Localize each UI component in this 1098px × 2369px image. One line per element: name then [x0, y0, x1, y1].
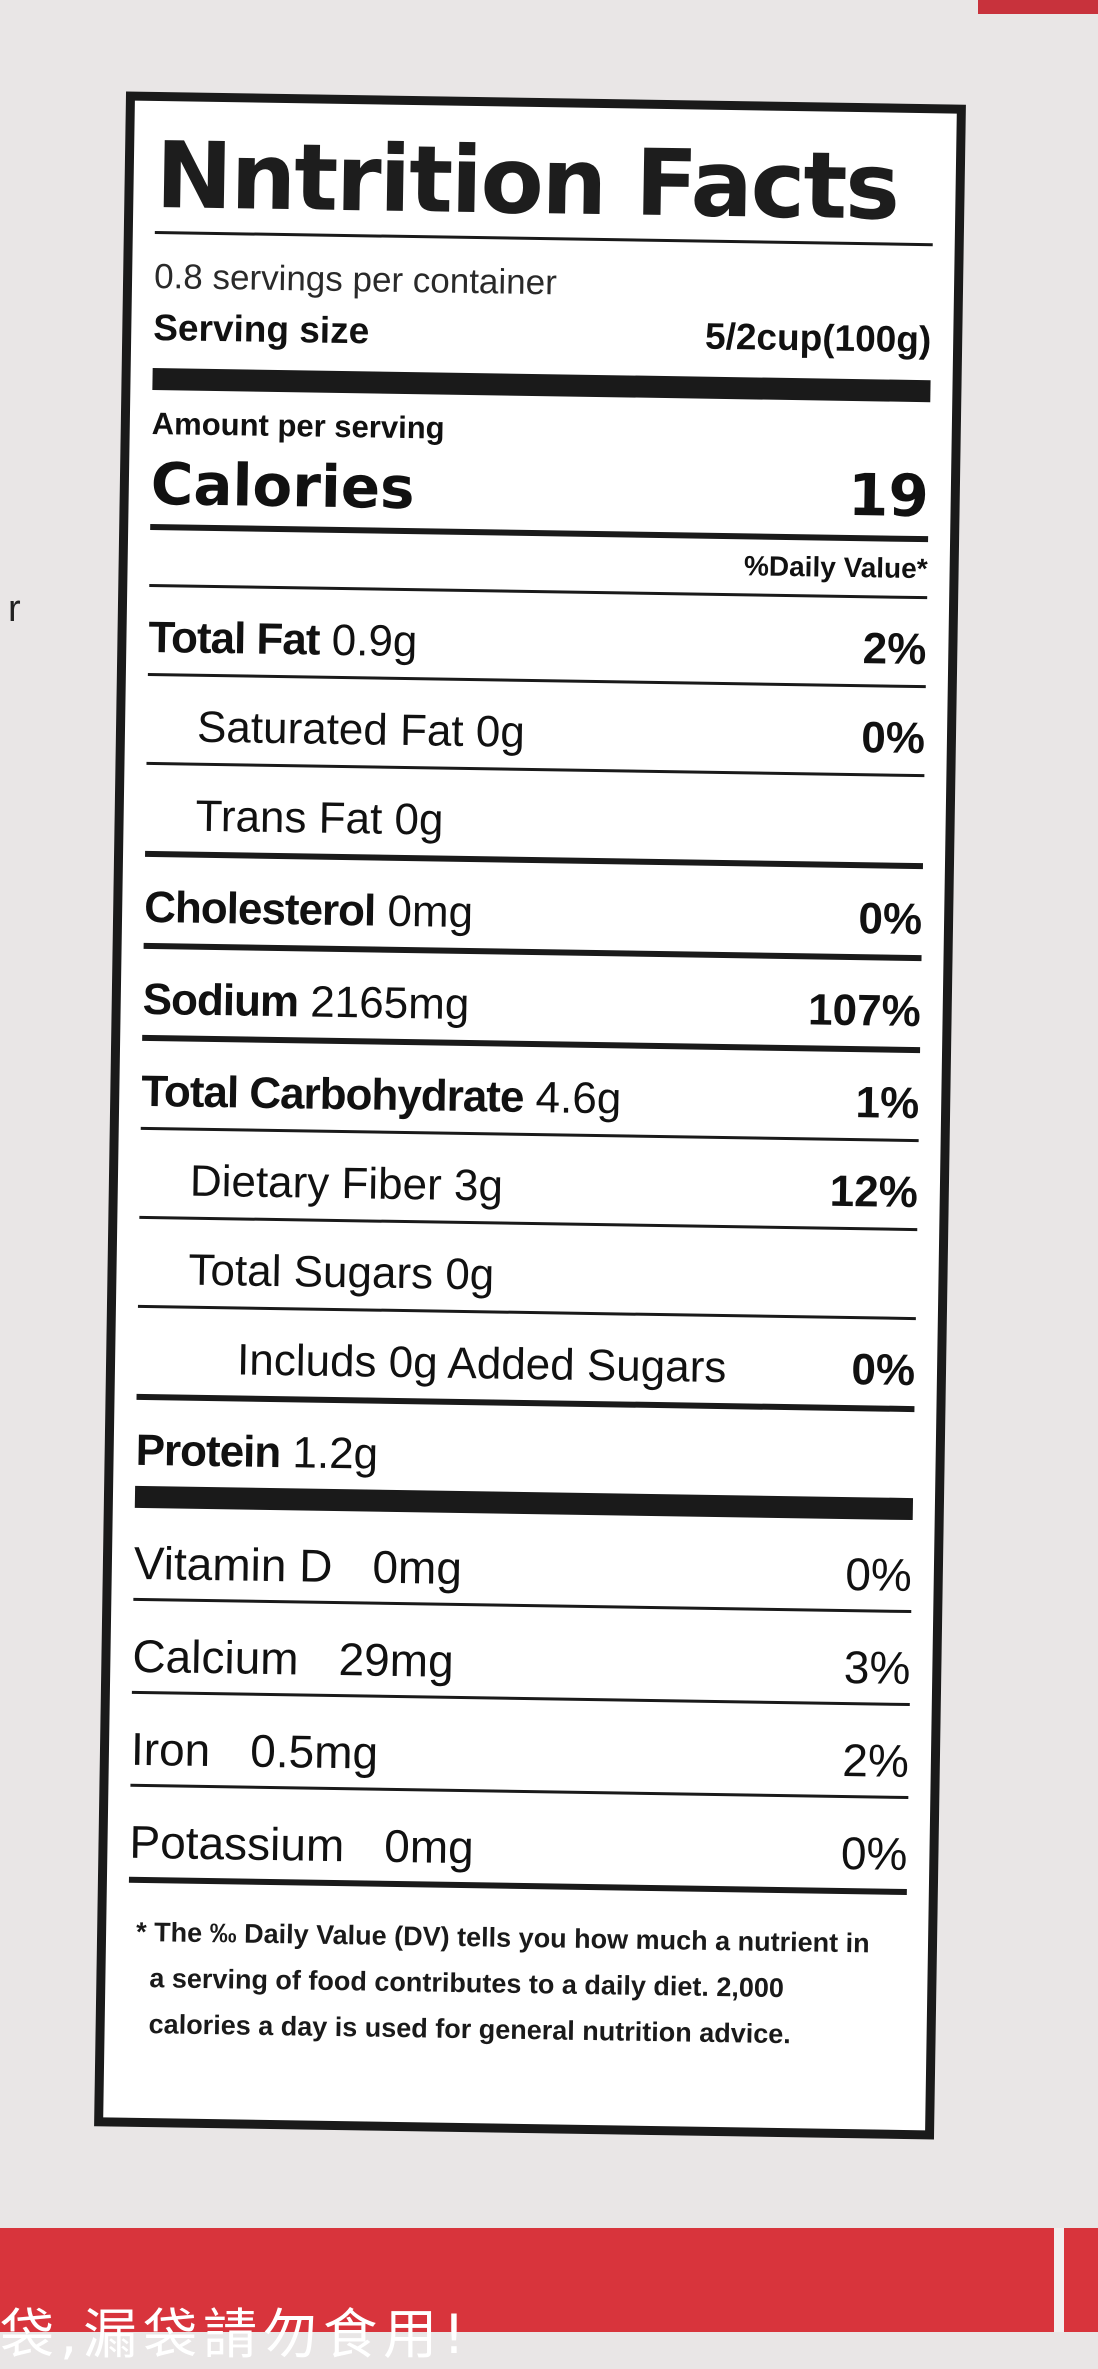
nutrient-label: Saturated Fat 0g [197, 703, 526, 758]
vitamin-label: Potassium 0mg [129, 1815, 474, 1874]
nutrient-amount: 0.9g [331, 615, 418, 667]
nutrient-dv: 0% [860, 713, 926, 764]
vitamin-label: Iron 0.5mg [131, 1722, 379, 1780]
vitamin-amount: 29mg [338, 1633, 455, 1687]
vitamin-row-vitamin-d: Vitamin D 0mg 0% [133, 1508, 913, 1610]
nutrient-name: Saturated Fat [196, 702, 465, 756]
nutrient-label: Total Fat 0.9g [148, 613, 418, 667]
vitamin-amount: 0.5mg [249, 1724, 379, 1779]
nutrient-label: Protein 1.2g [135, 1426, 378, 1480]
calories-value: 19 [847, 460, 930, 531]
vitamin-dv: 0% [840, 1826, 908, 1881]
nutrient-amount: 4.6g [535, 1073, 622, 1124]
nutrient-name: Total Sugars [188, 1245, 434, 1299]
nutrient-name: Cholesterol [143, 882, 376, 936]
nutrient-label: Includs 0g Added Sugars [237, 1335, 727, 1393]
nutrient-dv: 1% [855, 1078, 920, 1129]
nutrient-label: Trans Fat 0g [195, 792, 444, 846]
nutrient-dv: 0% [858, 894, 923, 945]
nutrient-row-dietary-fiber: Dietary Fiber 3g 12% [139, 1130, 919, 1228]
vitamin-name: Potassium [129, 1815, 345, 1872]
nutrient-dv: 12% [829, 1166, 919, 1218]
nutrition-facts-label: Nntrition Facts 0.8 servings per contain… [94, 91, 966, 2140]
nutrient-amount: 3g [453, 1160, 504, 1211]
nutrient-label: Total Carbohydrate 4.6g [141, 1067, 622, 1125]
nutrient-name: Includs [236, 1335, 377, 1387]
footnote: * The ‰ Daily Value (DV) tells you how m… [126, 1883, 906, 2059]
nutrient-name: Trans Fat [195, 791, 383, 844]
vitamin-dv: 2% [842, 1733, 910, 1788]
bottom-red-banner [0, 2228, 1098, 2332]
nutrient-row-sodium: Sodium 2165mg 107% [142, 949, 921, 1047]
vitamin-amount: 0mg [383, 1819, 475, 1874]
nutrient-amount: 0mg [387, 886, 474, 938]
nutrient-amount: 2165mg [309, 977, 470, 1030]
nutrient-amount: 1.2g [292, 1428, 379, 1479]
serving-size-row: Serving size 5/2cup(100g) [153, 300, 932, 380]
nutrient-label: Sodium 2165mg [142, 975, 469, 1030]
vitamin-label: Vitamin D 0mg [134, 1536, 463, 1595]
nutrient-name: Protein [135, 1425, 281, 1478]
nutrient-row-protein: Protein 1.2g [135, 1400, 914, 1498]
nutrient-row-total-fat: Total Fat 0.9g 2% [148, 587, 927, 685]
label-title: Nntrition Facts [154, 122, 899, 241]
nutrient-name: Sodium [142, 974, 299, 1027]
nutrient-name: Dietary Fiber [189, 1156, 443, 1210]
vitamin-row-iron: Iron 0.5mg 2% [130, 1694, 910, 1796]
nutrient-amount: 0g [444, 1249, 495, 1300]
nutrient-row-total-sugars: Total Sugars 0g [138, 1219, 917, 1317]
nutrient-dv: 2% [862, 624, 927, 675]
vitamin-name: Vitamin D [133, 1536, 333, 1592]
nutrient-row-trans-fat: Trans Fat 0g [145, 765, 924, 863]
calories-label: Calories [150, 449, 416, 523]
vitamin-name: Calcium [132, 1629, 300, 1685]
vitamin-name: Iron [130, 1722, 211, 1777]
nutrient-row-total-carbohydrate: Total Carbohydrate 4.6g 1% [141, 1041, 920, 1139]
nutrient-amount: 0g [475, 707, 526, 757]
nutrient-name: Total Fat [148, 612, 320, 665]
serving-size-value: 5/2cup(100g) [704, 315, 932, 361]
vitamin-amount: 0mg [372, 1540, 463, 1594]
nutrient-row-added-sugars: Includs 0g Added Sugars 0% [137, 1308, 916, 1406]
nutrient-row-saturated-fat: Saturated Fat 0g 0% [147, 676, 926, 774]
servings-per-container: 0.8 servings per container [153, 256, 558, 303]
banner-seam [1054, 2228, 1064, 2332]
nutrient-label: Dietary Fiber 3g [190, 1157, 504, 1212]
background-red-strip [978, 0, 1098, 14]
nutrient-label: Cholesterol 0mg [144, 883, 474, 938]
vitamin-dv: 3% [843, 1641, 911, 1695]
background-stray-text: r [8, 588, 21, 630]
calories-row: Calories 19 [150, 444, 929, 536]
vitamin-label: Calcium 29mg [132, 1629, 454, 1688]
nutrient-amount: 0g [394, 794, 444, 845]
nutrient-dv: 107% [807, 985, 922, 1037]
vitamin-dv: 0% [844, 1548, 913, 1602]
nutrient-label: Total Sugars 0g [188, 1245, 495, 1301]
nutrient-dv: 0% [851, 1345, 916, 1396]
serving-size-label: Serving size [153, 306, 370, 352]
vitamin-row-calcium: Calcium 29mg 3% [132, 1601, 911, 1703]
nutrient-row-cholesterol: Cholesterol 0mg 0% [144, 857, 923, 955]
nutrient-name: Total Carbohydrate [140, 1066, 524, 1122]
nutrient-amount: 0g Added Sugars [388, 1337, 727, 1393]
bottom-banner-text: 袋,漏袋請勿食用! [0, 2303, 471, 2366]
vitamin-row-potassium: Potassium 0mg 0% [129, 1787, 908, 1889]
